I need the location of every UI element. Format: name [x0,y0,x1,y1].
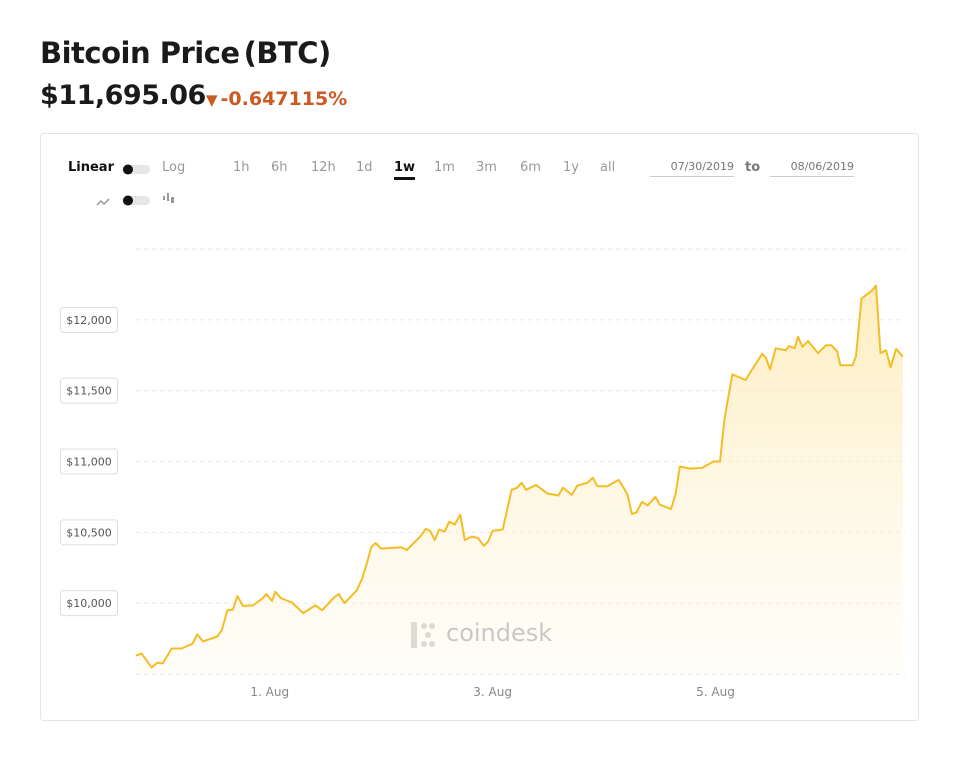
price-line [135,284,904,669]
y-tick-label: $12,000 [66,314,112,327]
line-icon[interactable] [96,198,110,206]
price: $11,695.06 [40,80,206,111]
range-button[interactable]: 6h [271,160,288,175]
y-tick-label: $11,500 [66,385,112,398]
range-button[interactable]: 1d [356,160,373,175]
range-button[interactable]: 1m [434,160,455,175]
title: Bitcoin Price (BTC) [40,36,331,70]
title-text: Bitcoin Price [40,36,240,70]
range-button[interactable]: 3m [476,160,497,175]
scale-log[interactable]: Log [162,160,186,175]
scale-linear[interactable]: Linear [68,160,114,175]
range-button[interactable]: all [600,160,616,175]
down-arrow: ▼ [206,91,218,109]
change: ▼ -0.647115% [206,88,347,110]
watermark: coindesk [446,619,553,647]
range-button[interactable]: 6m [520,160,541,175]
range-button[interactable]: 1h [233,160,250,175]
symbol: (BTC) [243,36,332,70]
range-button[interactable]: 12h [311,160,336,175]
change-text: -0.647115% [220,88,348,110]
toggle-knob [123,195,133,206]
range-button[interactable]: 1w [394,160,416,180]
y-tick-label: $11,000 [66,456,112,469]
y-tick-box [60,519,118,546]
y-tick-label: $10,000 [66,597,112,610]
y-tick-box [60,448,118,475]
to-label: to [745,160,761,175]
y-tick-label: $10,500 [66,526,112,539]
y-tick-box [60,377,118,404]
x-tick-label: 1. Aug [250,685,289,699]
area [136,285,903,674]
y-tick-box [60,306,118,333]
date-from[interactable]: 07/30/2019 [650,160,734,177]
toggle-knob [123,164,133,175]
x-tick-label: 5. Aug [696,685,735,699]
y-tick-box [60,590,118,617]
candle-icon[interactable] [163,193,174,203]
x-tick-label: 3. Aug [473,685,512,699]
date-to[interactable]: 08/06/2019 [770,160,854,177]
range-button[interactable]: 1y [563,160,579,175]
